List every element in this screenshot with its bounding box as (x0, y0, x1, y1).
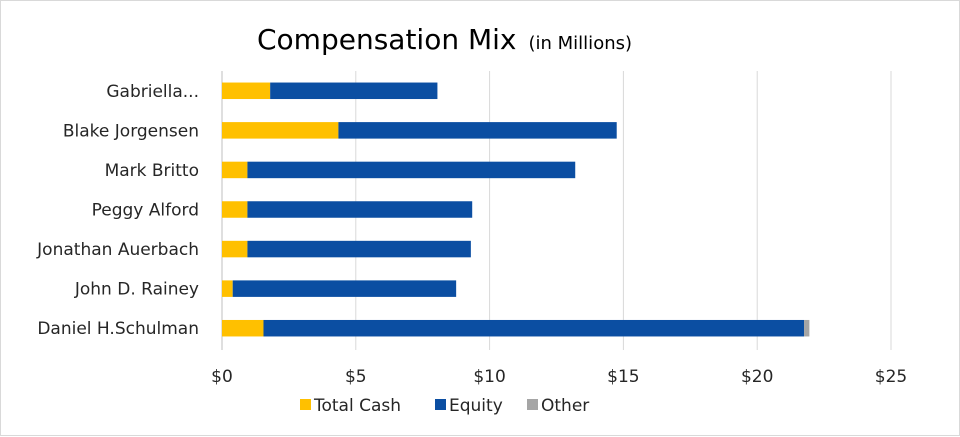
legend: Total Cash Equity Other (300, 396, 589, 416)
category-label: Daniel H.Schulman (37, 319, 199, 339)
category-labels: Gabriella... Blake Jorgensen Mark Britto Pe… (36, 82, 199, 339)
legend-swatch-total-cash (300, 399, 311, 410)
bar-total-cash (222, 201, 248, 218)
category-label: Peggy Alford (92, 201, 199, 221)
bar-total-cash (222, 240, 248, 258)
category-label: Mark Britto (105, 161, 199, 181)
x-tick-label: $15 (607, 367, 639, 387)
bar-equity (247, 201, 473, 218)
legend-label: Other (541, 396, 589, 416)
bar-equity (270, 82, 438, 100)
legend-label: Equity (449, 396, 503, 416)
bar-total-cash (222, 280, 233, 297)
legend-label: Total Cash (313, 396, 401, 416)
x-tick-labels: $0 $5 $10 $15 $20 $25 (211, 367, 907, 387)
bar-equity (247, 240, 471, 258)
category-label: Jonathan Auerbach (36, 240, 199, 260)
gridlines (221, 71, 892, 350)
chart-title: Compensation Mix (in Millions) (257, 23, 632, 56)
bar-equity (263, 319, 805, 337)
x-tick-label: $25 (875, 367, 907, 387)
bar-total-cash (222, 122, 339, 139)
chart-title-main: Compensation Mix (257, 23, 517, 56)
x-tick-label: $5 (345, 367, 367, 387)
category-label: Blake Jorgensen (63, 121, 199, 141)
bar-equity (338, 122, 617, 139)
legend-swatch-equity (435, 399, 446, 410)
category-label: Gabriella... (106, 82, 199, 102)
x-tick-label: $10 (473, 367, 505, 387)
x-tick-label: $0 (211, 367, 233, 387)
bars (222, 82, 810, 337)
x-tick-label: $20 (741, 367, 773, 387)
chart-subtitle: (in Millions) (529, 33, 633, 54)
bar-total-cash (222, 82, 271, 100)
bar-equity (247, 161, 576, 179)
bar-other (804, 319, 810, 337)
legend-swatch-other (527, 399, 538, 410)
bar-equity (232, 280, 457, 297)
bar-total-cash (222, 319, 264, 337)
category-label: John D. Rainey (74, 280, 199, 300)
bar-total-cash (222, 161, 248, 179)
